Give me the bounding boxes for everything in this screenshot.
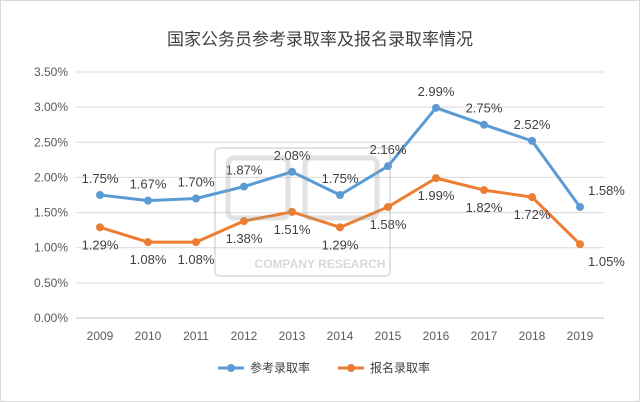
legend-marker bbox=[227, 364, 235, 372]
data-label: 1.05% bbox=[588, 254, 625, 269]
data-label: 1.29% bbox=[322, 237, 359, 252]
watermark-text: COMPANY RESEARCH bbox=[255, 257, 386, 271]
data-label: 1.08% bbox=[130, 252, 167, 267]
data-point bbox=[576, 240, 584, 249]
data-point bbox=[240, 217, 248, 226]
data-labels: 1.75% 1.67% 1.70% 1.87% 2.08% 1.75% 2.16% 2.99%… bbox=[82, 84, 626, 269]
data-point bbox=[384, 162, 392, 171]
x-tick-label: 2015 bbox=[375, 329, 402, 343]
x-tick-label: 2019 bbox=[567, 329, 594, 343]
data-label: 1.75% bbox=[322, 171, 359, 186]
data-point bbox=[240, 182, 248, 191]
data-label: 2.75% bbox=[466, 101, 503, 116]
x-tick-label: 2011 bbox=[183, 329, 209, 343]
x-tick-label: 2012 bbox=[231, 329, 258, 343]
data-point bbox=[192, 238, 200, 247]
data-label: 1.38% bbox=[226, 231, 263, 246]
legend: 参考录取率 报名录取率 bbox=[218, 360, 430, 375]
data-point bbox=[336, 223, 344, 232]
data-label: 2.52% bbox=[514, 117, 551, 132]
data-label: 2.99% bbox=[418, 84, 455, 99]
watermark-logo: COMPANY RESEARCH bbox=[214, 147, 391, 277]
grid-lines bbox=[76, 71, 604, 319]
data-point bbox=[144, 238, 152, 247]
legend-marker bbox=[347, 364, 355, 372]
data-label: 2.08% bbox=[274, 148, 311, 163]
y-tick-label: 0.50% bbox=[34, 276, 68, 290]
y-tick-label: 3.50% bbox=[34, 65, 68, 79]
y-tick-label: 3.00% bbox=[34, 100, 68, 114]
data-label: 1.08% bbox=[178, 252, 215, 267]
y-tick-label: 2.50% bbox=[34, 135, 68, 149]
y-tick-label: 1.00% bbox=[34, 241, 68, 255]
data-label: 1.58% bbox=[588, 183, 625, 198]
data-point bbox=[192, 194, 200, 203]
x-tick-label: 2013 bbox=[279, 329, 306, 343]
data-label: 1.72% bbox=[514, 207, 551, 222]
data-point bbox=[432, 174, 440, 183]
data-label: 1.58% bbox=[370, 217, 407, 232]
x-tick-label: 2014 bbox=[327, 329, 354, 343]
y-tick-label: 0.00% bbox=[34, 311, 68, 325]
legend-label: 参考录取率 bbox=[250, 360, 310, 375]
data-label: 1.82% bbox=[466, 200, 503, 215]
data-label: 1.99% bbox=[418, 188, 455, 203]
data-label: 1.29% bbox=[82, 237, 119, 252]
data-label: 1.70% bbox=[178, 175, 215, 190]
x-tick-label: 2017 bbox=[471, 329, 498, 343]
data-label: 1.67% bbox=[130, 177, 167, 192]
data-point bbox=[288, 207, 296, 216]
data-point bbox=[528, 193, 536, 202]
data-point bbox=[96, 223, 104, 232]
x-axis-ticks: 2009 2010 2011 2012 2013 2014 2015 2016 2017 2018… bbox=[87, 329, 594, 343]
data-point bbox=[432, 103, 440, 112]
chart-title: 国家公务员参考录取率及报名录取率情况 bbox=[167, 30, 473, 50]
x-tick-label: 2016 bbox=[423, 329, 450, 343]
data-point bbox=[384, 202, 392, 211]
y-axis-ticks: 0.00% 0.50% 1.00% 1.50% 2.00% 2.50% 3.00% 3.50% bbox=[34, 65, 68, 325]
legend-label: 报名录取率 bbox=[370, 360, 430, 375]
data-point bbox=[288, 167, 296, 176]
data-label: 2.16% bbox=[370, 142, 407, 157]
data-point bbox=[480, 120, 488, 129]
data-label: 1.51% bbox=[274, 222, 311, 237]
y-tick-label: 2.00% bbox=[34, 170, 68, 184]
data-point bbox=[96, 191, 104, 199]
data-point bbox=[576, 202, 584, 211]
x-tick-label: 2010 bbox=[135, 329, 162, 343]
data-point bbox=[144, 196, 152, 205]
data-label: 1.75% bbox=[82, 171, 119, 186]
series-layer bbox=[96, 103, 584, 249]
data-point bbox=[336, 191, 344, 199]
series-line-2 bbox=[99, 176, 582, 246]
data-point bbox=[528, 136, 536, 145]
data-point bbox=[480, 186, 488, 195]
y-tick-label: 1.50% bbox=[34, 206, 68, 220]
data-label: 1.87% bbox=[226, 163, 263, 178]
x-tick-label: 2009 bbox=[87, 329, 114, 343]
x-tick-label: 2018 bbox=[519, 329, 546, 343]
